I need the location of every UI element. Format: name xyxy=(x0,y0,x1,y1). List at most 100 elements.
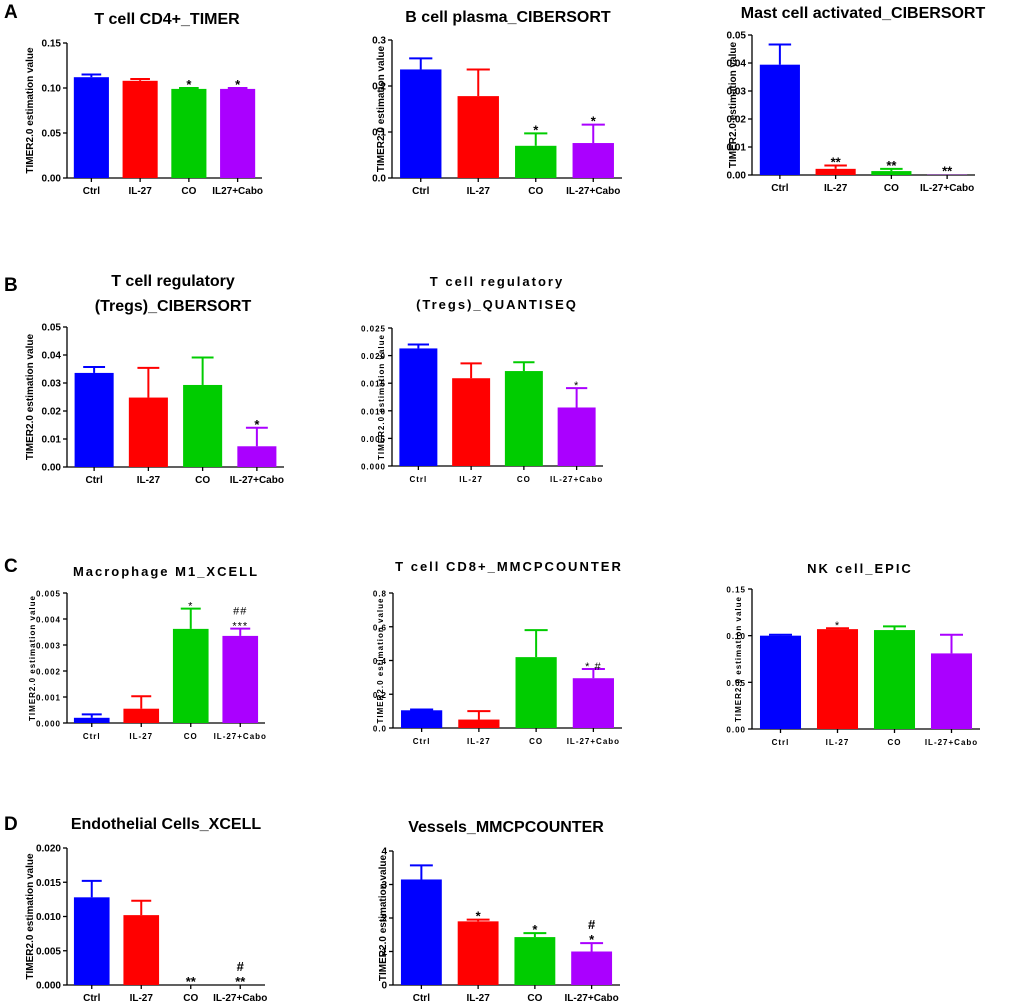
x-tick-label: Ctrl xyxy=(772,738,790,747)
y-axis-label: TIMER2.0 estimation value xyxy=(377,334,386,460)
bar-ctrl xyxy=(759,64,800,175)
bar-il-27 xyxy=(128,397,168,467)
x-tick-label: CO xyxy=(181,186,196,197)
y-tick-label: 1 xyxy=(381,947,387,958)
y-tick-label: 0.05 xyxy=(726,679,746,688)
y-tick-label: 0.000 xyxy=(361,463,386,472)
x-tick-label: IL-27+Cabo xyxy=(925,738,978,747)
bar-co xyxy=(873,630,916,729)
y-tick-label: 0.00 xyxy=(727,171,747,182)
y-tick-label: 0.005 xyxy=(361,435,386,444)
x-tick-label: IL-27 xyxy=(826,738,850,747)
x-tick-label: CO xyxy=(183,993,198,1004)
x-tick-label: IL-27+Cabo xyxy=(567,737,620,746)
x-tick-label: IL-27 xyxy=(467,737,491,746)
y-tick-label: 0.00 xyxy=(726,726,746,735)
bar-co xyxy=(171,88,207,178)
y-tick-label: 0.3 xyxy=(372,36,386,47)
panel-letter-b: B xyxy=(4,275,18,296)
y-axis-label: TIMER2.0 estimation value xyxy=(734,596,743,722)
y-tick-label: 0.05 xyxy=(727,31,747,42)
bar-ctrl xyxy=(400,69,442,178)
x-tick-label: Ctrl xyxy=(771,183,788,194)
y-tick-label: 2 xyxy=(381,914,387,925)
x-tick-label: CO xyxy=(528,186,543,197)
y-axis-label: TIMER2.0 estimation value xyxy=(728,41,739,168)
bar-il-27 xyxy=(457,921,499,985)
bar-ctrl xyxy=(73,77,109,178)
x-tick-label: IL-27 xyxy=(137,475,161,486)
y-tick-label: 0.0 xyxy=(372,174,386,185)
bar-ctrl xyxy=(73,897,110,985)
x-tick-label: IL27+Cabo xyxy=(212,186,263,197)
x-tick-label: IL-27 xyxy=(128,186,152,197)
bar-ctrl xyxy=(73,717,110,723)
x-tick-label: IL-27+Cabo xyxy=(550,475,603,484)
chart-title: T cell regulatory xyxy=(111,273,235,290)
significance-label: ** xyxy=(831,154,842,169)
bar-ctrl xyxy=(759,635,802,729)
significance-label: * xyxy=(591,114,597,129)
y-tick-label: 0.02 xyxy=(42,407,62,418)
significance-label: * xyxy=(186,77,192,92)
bar-il-27 xyxy=(816,629,859,729)
bar-il-27+cabo xyxy=(222,635,259,723)
y-axis-label: TIMER2.0 estimation value xyxy=(376,598,385,724)
panel-letter-c: C xyxy=(4,556,18,577)
hash-significance-label: # xyxy=(237,959,245,974)
significance-label: ** xyxy=(886,158,897,173)
y-tick-label: 0.000 xyxy=(36,981,61,992)
x-tick-label: IL-27+Cabo xyxy=(920,183,974,194)
x-tick-label: IL-27+Cabo xyxy=(230,475,284,486)
y-tick-label: 0.015 xyxy=(36,878,61,889)
y-tick-label: 0.020 xyxy=(36,844,61,855)
bar-co xyxy=(183,384,223,467)
bar-il-27+cabo xyxy=(572,143,614,178)
y-axis-label: TIMER2.0 estimation value xyxy=(28,595,37,721)
x-tick-label: IL-27 xyxy=(129,732,153,741)
x-tick-label: Ctrl xyxy=(83,993,100,1004)
x-tick-label: CO xyxy=(527,993,542,1004)
chart-title: NK cell_EPIC xyxy=(807,561,913,576)
y-axis-label: TIMER2.0 estimation value xyxy=(376,45,387,172)
bar-il-27+cabo xyxy=(571,951,613,985)
significance-label: ** xyxy=(186,974,197,989)
bar-il-27 xyxy=(458,719,500,728)
bar-co xyxy=(504,371,543,466)
x-tick-label: IL-27 xyxy=(824,183,848,194)
chart-5: T cell regulatory (Tregs)_QUANTISEQ TIMER2… xyxy=(361,274,603,484)
y-tick-label: 0 xyxy=(381,981,387,992)
x-tick-label: Ctrl xyxy=(86,475,103,486)
y-tick-label: 0.015 xyxy=(361,380,386,389)
x-tick-label: CO xyxy=(529,737,543,746)
x-tick-label: CO xyxy=(184,732,198,741)
significance-label: * xyxy=(254,417,260,432)
chart-title: Vessels_MMCPCOUNTER xyxy=(408,819,604,836)
y-tick-label: 0.003 xyxy=(36,642,61,651)
x-tick-label: CO xyxy=(888,738,902,747)
hash-significance-label: # xyxy=(588,917,596,932)
significance-label: *** xyxy=(232,621,248,633)
chart-6: Macrophage M1_XCELL TIMER2.0 estimation v… xyxy=(28,564,266,741)
hash-significance-label: ## xyxy=(233,606,247,618)
bar-ctrl xyxy=(399,348,438,466)
chart-title: B cell plasma_CIBERSORT xyxy=(405,9,611,26)
y-tick-label: 0.00 xyxy=(42,174,62,185)
bar-co xyxy=(172,628,209,723)
y-tick-label: 0.1 xyxy=(372,128,386,139)
y-tick-label: 0.10 xyxy=(42,84,62,95)
y-tick-label: 0.05 xyxy=(42,323,62,334)
bar-il-27 xyxy=(123,915,160,985)
significance-label: * xyxy=(476,909,482,924)
bar-il-27+cabo xyxy=(237,446,277,467)
y-tick-label: 0.2 xyxy=(372,82,386,93)
y-tick-label: 0.02 xyxy=(727,115,747,126)
x-tick-label: IL-27 xyxy=(130,993,154,1004)
bar-co xyxy=(871,171,912,175)
y-tick-label: 0.8 xyxy=(373,590,387,599)
bar-ctrl xyxy=(401,710,443,728)
bar-co xyxy=(514,937,556,985)
significance-label: * xyxy=(533,122,539,137)
